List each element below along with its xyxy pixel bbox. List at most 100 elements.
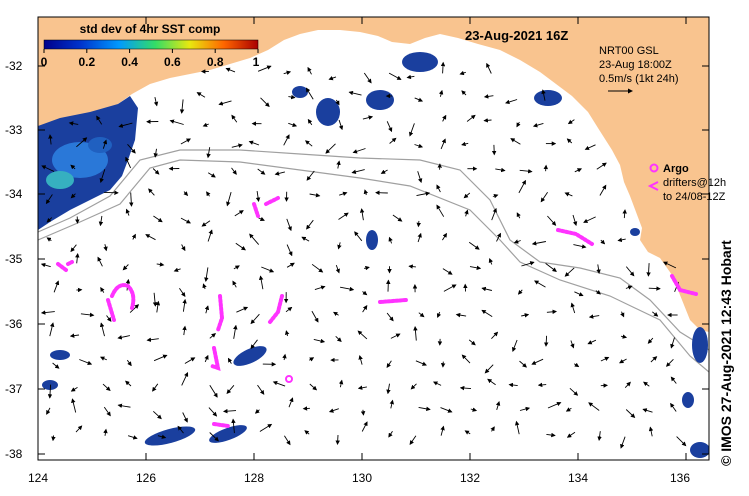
current-arrow — [173, 267, 181, 272]
current-arrow — [417, 171, 423, 184]
current-arrow — [570, 302, 576, 314]
current-arrow — [233, 324, 238, 339]
current-arrow — [619, 358, 627, 364]
current-arrow — [514, 420, 520, 435]
current-arrow — [464, 209, 469, 217]
colorbar-ticks — [43, 49, 259, 53]
date-title: 23-Aug-2021 16Z — [465, 28, 568, 43]
current-arrow — [103, 428, 108, 436]
plot-frame — [37, 16, 710, 461]
current-arrow — [153, 215, 163, 223]
current-arrow — [442, 268, 453, 275]
current-arrow — [521, 313, 530, 318]
current-arrow — [311, 310, 319, 323]
current-arrow — [495, 401, 501, 411]
current-arrow — [99, 322, 105, 337]
current-arrow — [46, 217, 53, 223]
current-arrow — [567, 119, 575, 125]
current-arrow — [201, 220, 211, 227]
current-arrow — [40, 262, 51, 268]
y-tick-label: -33 — [5, 123, 23, 137]
current-arrow — [534, 280, 546, 288]
current-arrow — [354, 231, 363, 242]
current-arrow — [513, 239, 521, 244]
current-arrow — [45, 194, 53, 205]
current-arrow — [362, 290, 368, 296]
current-arrow — [625, 266, 635, 277]
current-arrow — [286, 262, 295, 268]
current-arrow — [440, 407, 453, 413]
current-arrow — [249, 233, 260, 245]
current-arrow — [257, 384, 265, 395]
current-arrow — [258, 216, 265, 221]
colorbar-tick-label: 0.4 — [121, 55, 138, 69]
current-arrow — [487, 378, 496, 386]
current-arrow — [226, 385, 235, 394]
current-arrow — [71, 398, 77, 413]
current-arrow — [597, 431, 602, 441]
current-arrow — [440, 138, 446, 150]
current-arrow — [209, 333, 216, 339]
current-arrow — [491, 207, 497, 221]
current-arrow — [625, 409, 636, 419]
current-arrow — [464, 430, 471, 435]
current-arrow — [308, 357, 315, 362]
current-arrow — [386, 360, 392, 368]
current-arrow — [519, 406, 531, 412]
current-arrow — [260, 97, 270, 108]
argo-float-marker — [285, 375, 293, 383]
current-arrow — [259, 423, 273, 432]
current-arrow — [359, 208, 365, 221]
current-arrow — [231, 143, 243, 148]
current-arrow — [588, 402, 600, 411]
current-arrow — [248, 140, 260, 146]
current-arrow — [103, 244, 108, 252]
current-arrow — [48, 134, 53, 145]
current-arrow — [440, 425, 445, 436]
current-arrow — [564, 267, 575, 277]
current-arrow — [225, 67, 236, 73]
argo-legend-label: Argo — [663, 163, 689, 175]
current-arrow — [443, 284, 457, 292]
current-arrow — [258, 275, 264, 290]
current-arrow — [218, 100, 232, 106]
current-arrow — [227, 357, 233, 364]
current-arrow — [642, 408, 653, 413]
current-arrow — [40, 310, 55, 315]
current-arrow — [152, 410, 162, 420]
y-tick-label: -38 — [5, 447, 23, 461]
current-arrow — [570, 340, 575, 349]
current-arrow — [129, 304, 140, 313]
current-arrow — [250, 313, 260, 325]
current-time-label: 23-Aug 18:00Z — [599, 59, 672, 71]
current-arrow — [305, 140, 313, 147]
current-arrow — [547, 401, 562, 409]
current-arrow — [179, 288, 186, 297]
current-arrow — [573, 244, 587, 249]
current-arrow — [70, 387, 78, 392]
current-arrows — [40, 61, 687, 449]
current-arrow — [153, 354, 168, 362]
current-arrow — [596, 162, 607, 170]
current-arrow — [309, 383, 318, 391]
current-arrow — [181, 371, 189, 386]
current-arrow — [335, 434, 340, 445]
current-arrow — [182, 298, 187, 312]
current-arrow — [304, 430, 310, 435]
current-arrow — [157, 434, 167, 439]
current-arrow — [335, 264, 340, 274]
y-tick-label: -37 — [5, 382, 23, 396]
current-arrow — [360, 409, 366, 416]
current-arrow — [41, 165, 55, 172]
current-arrow — [409, 123, 415, 137]
current-arrow — [103, 406, 111, 417]
current-arrow — [418, 312, 425, 318]
current-arrow — [180, 138, 191, 145]
current-arrow — [455, 312, 467, 318]
current-arrow — [547, 215, 557, 226]
current-arrow — [620, 334, 628, 339]
current-arrow — [595, 290, 602, 295]
x-tick-label: 134 — [568, 471, 588, 485]
current-arrow — [463, 192, 471, 199]
